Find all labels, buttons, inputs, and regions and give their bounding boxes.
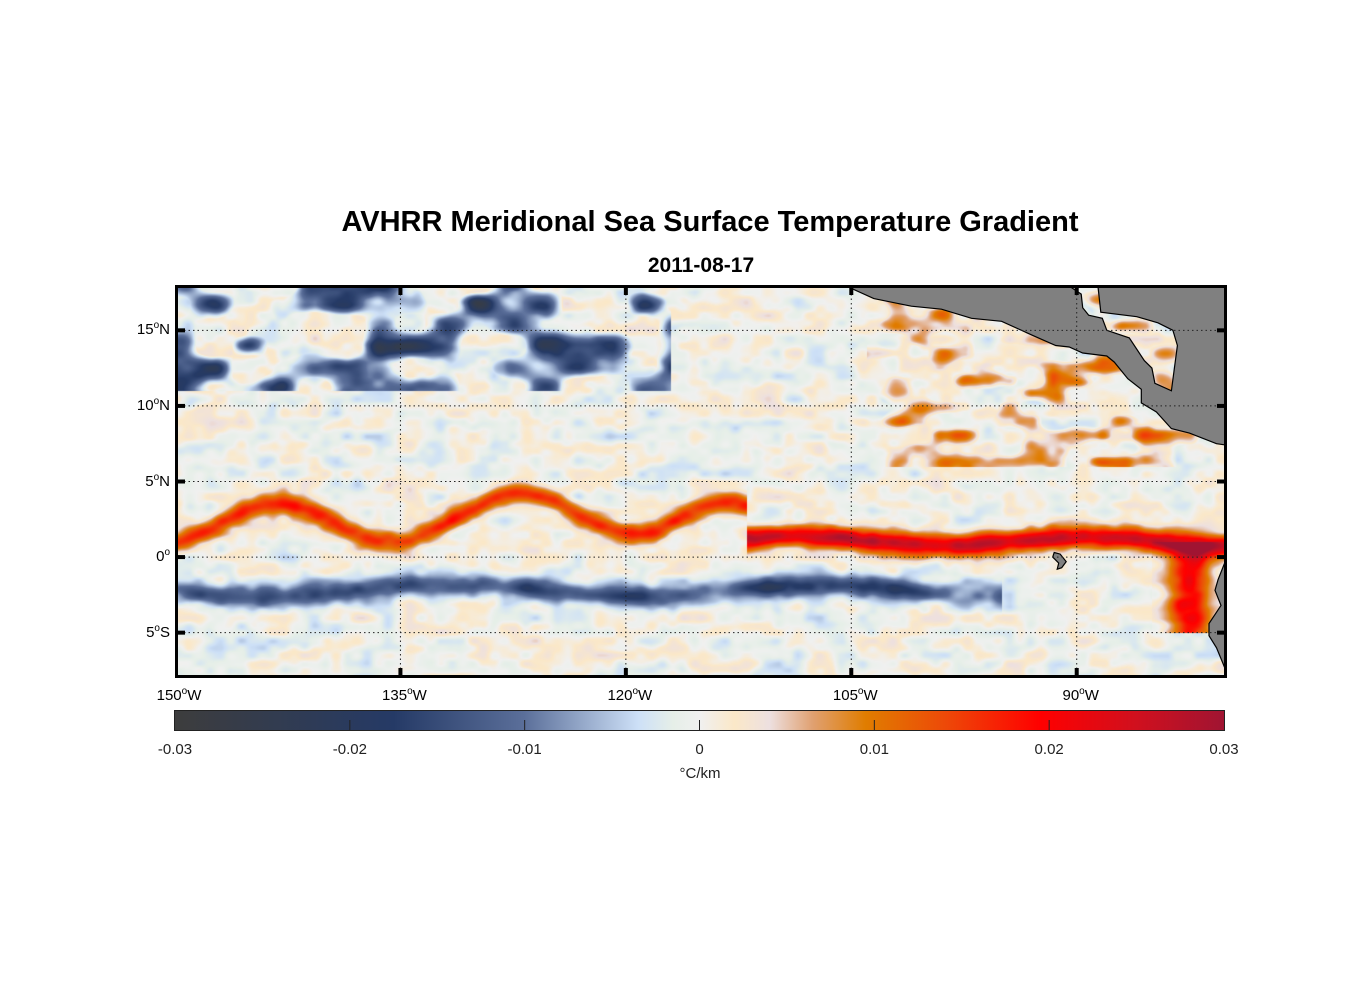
colorbar-tick-label: -0.03	[157, 741, 193, 758]
colorbar-tick-label: 0.03	[1209, 741, 1239, 758]
x-tick-label: 105oW	[832, 686, 878, 704]
colorbar-units-label: °C/km	[679, 765, 721, 782]
colorbar	[174, 710, 1225, 731]
y-tick-label: 0o	[156, 547, 170, 566]
land-south-america	[1208, 556, 1227, 678]
colorbar-tick-label: 0	[695, 741, 704, 758]
map-plot-area	[175, 285, 1227, 678]
y-tick-label: 10oN	[136, 395, 170, 414]
chart-subtitle: 2011-08-17	[647, 254, 755, 277]
y-tick-label: 15oN	[136, 320, 170, 339]
x-tick-label: 150oW	[156, 686, 202, 704]
colorbar-tick-label: -0.01	[507, 741, 542, 758]
colorbar-tick-label: -0.02	[332, 741, 367, 758]
colorbar-tick-label: 0.02	[1034, 741, 1064, 758]
x-tick-label: 90oW	[1062, 686, 1099, 704]
chart-title: AVHRR Meridional Sea Surface Temperature…	[341, 206, 1079, 238]
map-overlay	[175, 285, 1227, 678]
land-central-america	[843, 285, 1227, 446]
sst-gradient-field	[175, 285, 1227, 678]
x-tick-label: 120oW	[607, 686, 653, 704]
map-frame	[175, 285, 1227, 678]
land-galapagos	[1052, 551, 1067, 571]
y-tick-label: 5oN	[145, 471, 170, 490]
y-tick-label: 5oS	[146, 622, 170, 641]
colorbar-tick-label: 0.01	[859, 741, 889, 758]
colorbar-gradient	[175, 711, 1224, 730]
x-tick-label: 135oW	[382, 686, 427, 704]
